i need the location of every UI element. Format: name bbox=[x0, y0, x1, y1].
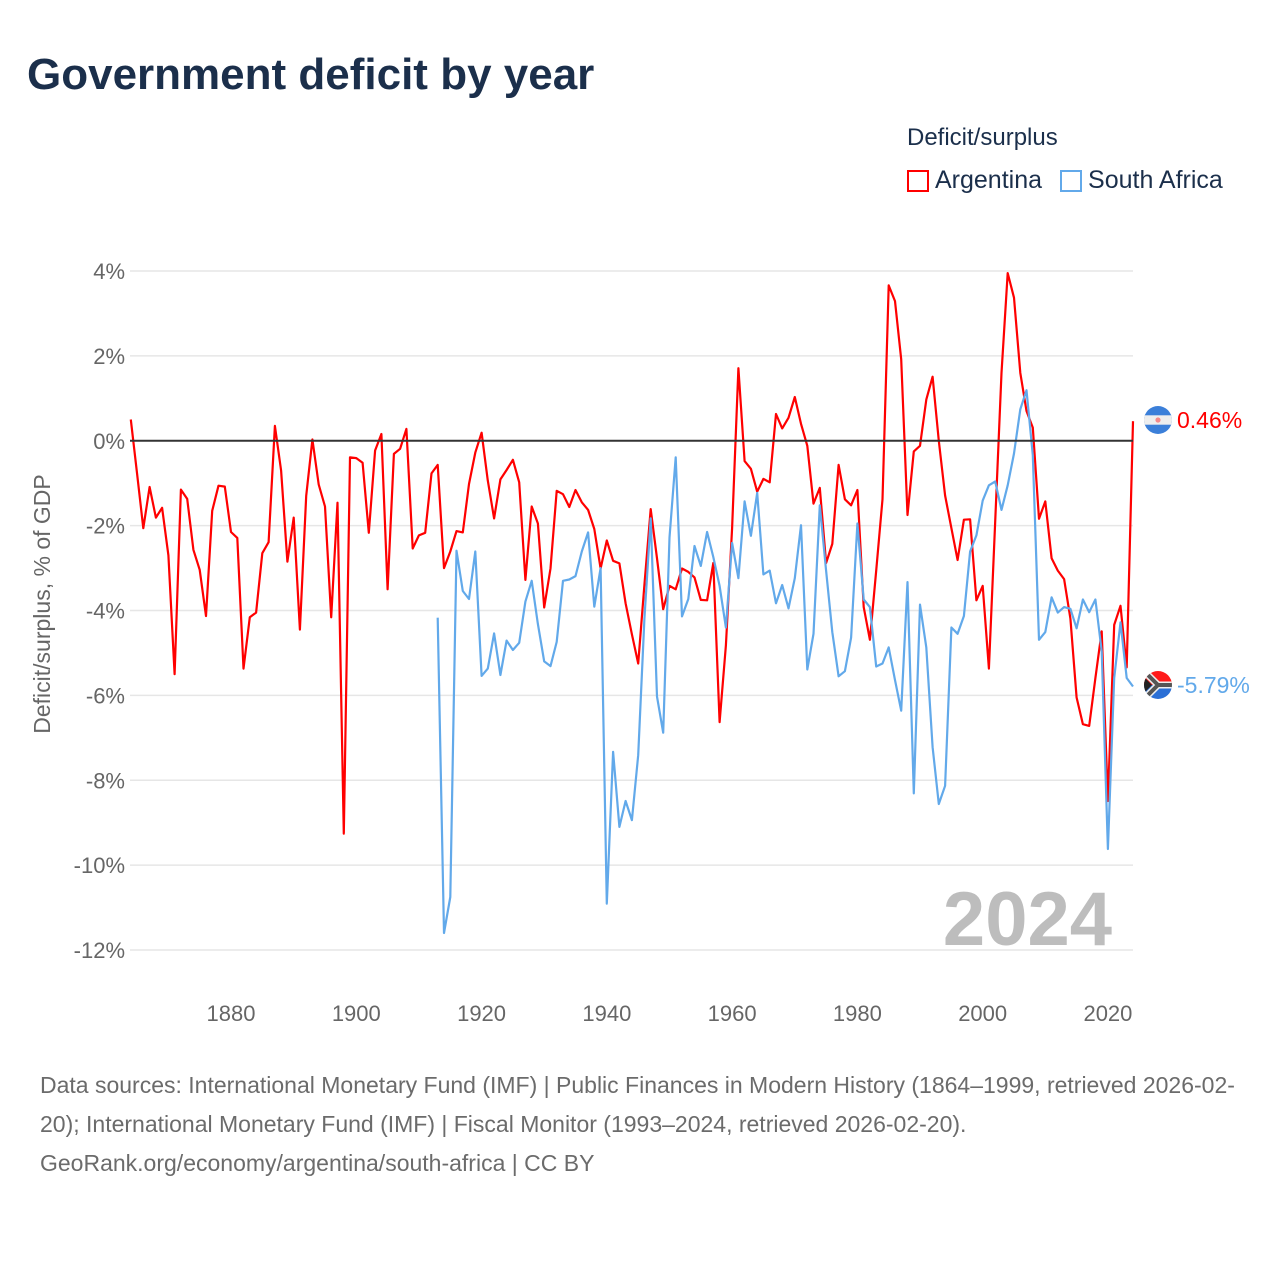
year-watermark: 2024 bbox=[943, 877, 1112, 962]
series-line-south-africa[interactable] bbox=[436, 389, 1134, 935]
y-tick-label: -12% bbox=[74, 938, 125, 963]
legend-item-south-africa[interactable]: South Africa bbox=[1060, 166, 1223, 195]
y-tick-label: 4% bbox=[93, 259, 125, 284]
south-africa-flag-icon bbox=[1144, 671, 1172, 699]
x-tick-label: 1900 bbox=[332, 1001, 381, 1026]
legend-label-argentina: Argentina bbox=[935, 166, 1043, 194]
legend-swatch-south-africa bbox=[1060, 169, 1083, 192]
end-label-argentina: 0.46% bbox=[1177, 407, 1242, 433]
chart-title: Government deficit by year bbox=[27, 50, 595, 99]
argentina-flag-icon bbox=[1144, 406, 1172, 434]
credit-link[interactable]: GeoRank.org/economy/argentina/south-afri… bbox=[40, 1150, 595, 1176]
legend: Argentina South Africa bbox=[907, 166, 1223, 195]
x-tick-label: 1940 bbox=[582, 1001, 631, 1026]
footer: Data sources: International Monetary Fun… bbox=[40, 1066, 1240, 1183]
y-tick-label: 2% bbox=[93, 344, 125, 369]
legend-title: Deficit/surplus bbox=[907, 124, 1058, 151]
y-tick-label: -8% bbox=[86, 768, 125, 793]
x-tick-label: 1960 bbox=[708, 1001, 757, 1026]
y-tick-label: -2% bbox=[86, 514, 125, 539]
y-tick-label: -10% bbox=[74, 853, 125, 878]
y-tick-label: 0% bbox=[93, 429, 125, 454]
x-tick-label: 1880 bbox=[207, 1001, 256, 1026]
legend-label-south-africa: South Africa bbox=[1088, 166, 1223, 194]
series-line-argentina[interactable] bbox=[129, 272, 1135, 835]
end-label-south-africa: -5.79% bbox=[1177, 672, 1250, 698]
legend-item-argentina[interactable]: Argentina bbox=[907, 166, 1042, 195]
y-tick-label: -4% bbox=[86, 599, 125, 624]
x-tick-label: 2000 bbox=[958, 1001, 1007, 1026]
data-sources: Data sources: International Monetary Fun… bbox=[40, 1072, 1235, 1137]
legend-swatch-argentina bbox=[907, 169, 929, 192]
x-tick-label: 1920 bbox=[457, 1001, 506, 1026]
x-tick-label: 1980 bbox=[833, 1001, 882, 1026]
y-tick-label: -6% bbox=[86, 683, 125, 708]
y-axis-label: Deficit/surplus, % of GDP bbox=[29, 474, 55, 733]
x-tick-label: 2020 bbox=[1083, 1001, 1132, 1026]
